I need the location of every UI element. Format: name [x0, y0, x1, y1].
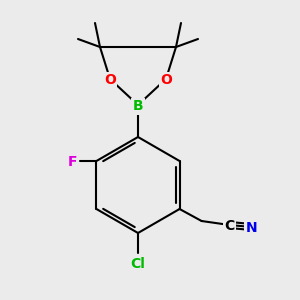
Text: C: C — [224, 220, 235, 233]
Text: Cl: Cl — [130, 257, 146, 272]
Text: O: O — [104, 74, 116, 88]
Text: O: O — [160, 74, 172, 88]
Text: B: B — [133, 100, 143, 113]
Text: F: F — [68, 155, 77, 170]
Text: N: N — [246, 221, 257, 236]
